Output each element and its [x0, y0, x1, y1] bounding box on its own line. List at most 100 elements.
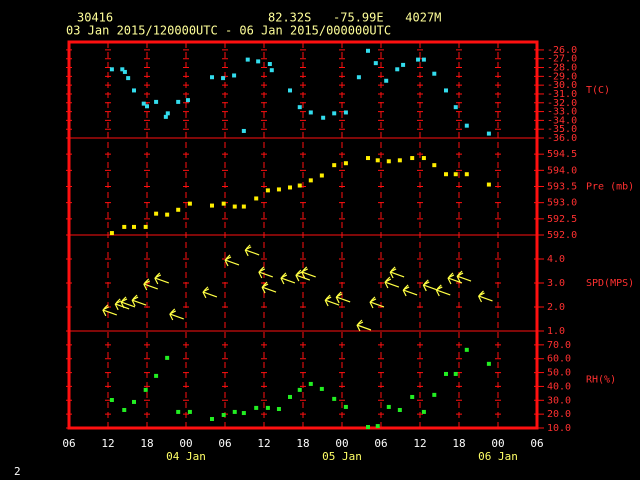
data-point — [397, 158, 402, 163]
data-point — [232, 73, 237, 78]
y-tick-label: 1.0 — [547, 326, 565, 337]
data-point — [386, 404, 391, 409]
y-tick-label: -31.0 — [547, 89, 577, 100]
y-tick-label: -28.0 — [547, 63, 577, 74]
data-point — [154, 211, 159, 216]
data-point — [143, 224, 148, 229]
y-tick-label: 10.0 — [547, 423, 571, 434]
data-point — [165, 111, 170, 116]
wind-arrow — [324, 294, 340, 307]
y-axis-label: SPD(MPS) — [586, 278, 634, 289]
data-point — [267, 62, 272, 67]
data-point — [486, 182, 491, 187]
data-point — [373, 61, 378, 66]
time-period: 03 Jan 2015/120000UTC - 06 Jan 2015/0000… — [66, 24, 391, 38]
wind-arrow — [261, 281, 277, 294]
data-point — [288, 88, 292, 93]
data-point — [109, 231, 114, 236]
data-point — [343, 110, 348, 115]
wind-arrow — [335, 291, 351, 304]
data-point — [145, 104, 149, 109]
data-point — [453, 172, 458, 177]
data-point — [343, 161, 348, 166]
data-point — [366, 156, 370, 161]
y-tick-label: -26.0 — [547, 45, 577, 56]
data-point — [416, 57, 421, 62]
y-tick-label: 20.0 — [547, 409, 571, 420]
data-point — [256, 59, 261, 64]
y-tick-label: -33.0 — [547, 107, 577, 118]
data-point — [308, 178, 313, 183]
data-point — [241, 128, 246, 133]
wind-arrow — [224, 254, 240, 267]
data-point — [221, 76, 226, 81]
data-point — [297, 387, 302, 392]
data-point — [187, 201, 192, 206]
x-tick-label: 00 — [491, 437, 504, 450]
wind-arrow — [295, 269, 311, 282]
data-point — [384, 78, 389, 83]
page-number: 2 — [14, 465, 21, 478]
x-tick-label: 00 — [335, 437, 348, 450]
data-point — [241, 204, 246, 209]
wind-arrow — [154, 272, 170, 285]
data-point — [432, 71, 437, 76]
data-point — [232, 204, 237, 209]
data-point — [265, 188, 270, 193]
data-point — [143, 387, 148, 392]
data-point — [319, 173, 324, 178]
data-point — [321, 115, 326, 120]
data-point — [254, 196, 259, 201]
y-tick-label: 594.5 — [547, 149, 577, 160]
data-point — [132, 88, 136, 93]
wind-arrow — [114, 298, 130, 311]
y-tick-label: -36.0 — [547, 133, 577, 144]
data-point — [432, 392, 437, 397]
date-label: 06 Jan — [478, 450, 518, 463]
wind-arrow — [422, 279, 438, 292]
data-point — [165, 355, 170, 360]
data-point — [356, 75, 361, 80]
wind-arrow — [369, 296, 385, 309]
data-point — [410, 156, 415, 161]
data-point — [154, 373, 159, 378]
y-tick-label: -32.0 — [547, 98, 577, 109]
y-tick-label: 2.0 — [547, 302, 565, 313]
data-point — [366, 48, 370, 53]
wind-arrow — [102, 304, 118, 317]
x-tick-label: 12 — [413, 437, 426, 450]
data-point — [265, 405, 270, 410]
y-tick-label: 40.0 — [547, 381, 571, 392]
data-point — [269, 68, 274, 73]
y-axis-label: T(C) — [586, 85, 610, 96]
x-tick-label: 12 — [101, 437, 114, 450]
data-point — [176, 99, 181, 104]
data-point — [332, 396, 337, 401]
wind-arrow — [301, 266, 316, 279]
data-point — [444, 172, 448, 177]
y-tick-label: 593.0 — [547, 198, 577, 209]
station-location: 82.32S -75.99E 4027M — [268, 11, 441, 25]
data-point — [366, 425, 370, 430]
data-point — [122, 407, 127, 412]
y-tick-label: 30.0 — [547, 395, 571, 406]
data-point — [241, 411, 246, 416]
data-point — [453, 371, 458, 376]
y-tick-label: 4.0 — [547, 254, 565, 265]
wind-arrow — [447, 272, 463, 285]
date-label: 05 Jan — [322, 450, 362, 463]
y-tick-label: -34.0 — [547, 115, 577, 126]
x-tick-label: 00 — [179, 437, 192, 450]
wind-arrow — [143, 278, 158, 291]
data-point — [288, 394, 292, 399]
data-point — [444, 88, 448, 93]
data-point — [176, 409, 181, 414]
wind-arrow — [120, 296, 136, 309]
y-tick-label: 592.5 — [547, 214, 577, 225]
wind-arrow — [389, 266, 405, 279]
data-point — [410, 394, 415, 399]
data-point — [141, 101, 146, 106]
y-tick-label: 50.0 — [547, 368, 571, 379]
data-point — [297, 183, 302, 188]
